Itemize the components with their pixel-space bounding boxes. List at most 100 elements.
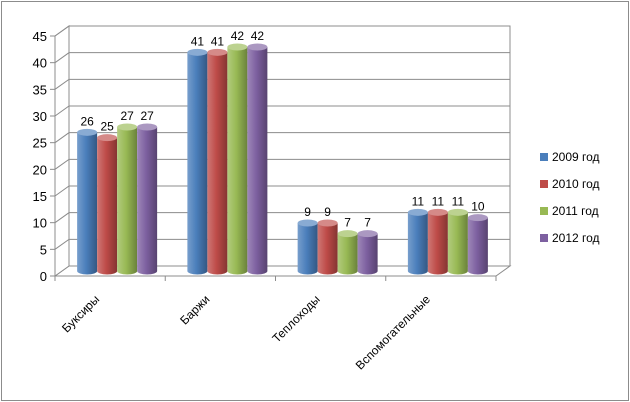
bar (187, 48, 208, 275)
bar (357, 230, 378, 275)
x-category-label: Вспомогательные (353, 292, 433, 372)
y-tick-label: 25 (33, 136, 47, 151)
bar-body (407, 212, 428, 275)
bar-top (407, 208, 428, 216)
legend-swatch (540, 180, 548, 188)
legend-item: 2012 год (540, 231, 600, 245)
data-label: 27 (120, 109, 134, 123)
legend-label: 2009 год (552, 150, 600, 164)
gridline (54, 78, 510, 90)
data-label: 41 (211, 34, 225, 48)
bar-body (247, 47, 268, 275)
bar-top (297, 219, 318, 227)
bar-top (207, 48, 228, 56)
bar-top (247, 43, 268, 51)
data-label: 11 (452, 194, 465, 208)
gridline (54, 185, 510, 197)
bar (467, 214, 488, 275)
y-tick-label: 10 (33, 216, 47, 231)
legend-swatch (540, 153, 548, 161)
bar (317, 219, 338, 275)
gridline (54, 105, 510, 117)
legend-label: 2010 год (552, 177, 600, 191)
data-label: 9 (304, 205, 311, 219)
bar-top (447, 208, 468, 216)
bar-body (187, 52, 208, 275)
data-label: 11 (432, 194, 445, 208)
y-tick-label: 15 (33, 189, 47, 204)
gridline (54, 25, 510, 37)
legend-label: 2012 год (552, 231, 600, 245)
data-label: 7 (344, 216, 351, 230)
bar-top (427, 208, 448, 216)
legend-swatch (540, 234, 548, 242)
gridline (54, 158, 510, 170)
data-label: 9 (324, 205, 331, 219)
data-label: 26 (80, 114, 94, 128)
bar-top (187, 48, 208, 56)
data-label: 42 (251, 29, 265, 43)
bar-body (207, 52, 228, 275)
y-tick-label: 45 (33, 29, 47, 44)
bar (447, 208, 468, 275)
bar-body (137, 127, 158, 275)
bar (337, 230, 358, 275)
y-tick-label: 40 (33, 56, 47, 71)
bar-body (427, 212, 448, 275)
data-label: 42 (231, 29, 245, 43)
x-category-label: Баржи (177, 292, 212, 327)
legend-item: 2010 год (540, 177, 600, 191)
bar-top (137, 123, 158, 131)
y-tick-label: 20 (33, 162, 47, 177)
legend-item: 2009 год (540, 150, 600, 164)
bar (407, 208, 428, 275)
bar (97, 134, 118, 275)
bar-body (447, 212, 468, 275)
legend: 2009 год 2010 год 2011 год 2012 год (540, 150, 600, 245)
y-tick-label: 5 (40, 242, 47, 257)
bar (427, 208, 448, 275)
data-label: 27 (140, 109, 154, 123)
bar-top (357, 230, 378, 238)
bar (137, 123, 158, 275)
y-tick-label: 30 (33, 109, 47, 124)
bar-top (77, 128, 98, 136)
legend-item: 2011 год (540, 204, 599, 218)
bar-body (317, 223, 338, 275)
bar-top (337, 230, 358, 238)
bar-body (337, 233, 358, 275)
bar-top (317, 219, 338, 227)
bar-body (77, 132, 98, 275)
bar-body (357, 233, 378, 275)
legend-label: 2011 год (552, 204, 599, 218)
bar-top (117, 123, 138, 131)
x-category-label: Теплоходы (269, 292, 322, 345)
side-wall (54, 25, 70, 277)
bar-top (227, 43, 248, 51)
y-tick-label: 35 (33, 82, 47, 97)
bar (297, 219, 318, 275)
bar-top (97, 134, 118, 142)
bar (77, 128, 98, 275)
bars (77, 43, 488, 275)
gridline (54, 52, 510, 64)
data-label: 10 (471, 200, 485, 214)
data-label: 7 (364, 216, 371, 230)
legend-swatch (540, 207, 548, 215)
gridline (54, 212, 510, 224)
bar-body (297, 223, 318, 275)
bar (227, 43, 248, 275)
data-label: 25 (100, 120, 114, 134)
data-label: 11 (412, 194, 425, 208)
bar (207, 48, 228, 275)
bar-body (227, 47, 248, 275)
bar-body (467, 217, 488, 275)
bar (117, 123, 138, 275)
x-category-label: Буксиры (59, 292, 102, 335)
gridline (54, 132, 510, 144)
y-tick-label: 0 (40, 269, 47, 284)
bar-body (97, 137, 118, 275)
bar (247, 43, 268, 275)
